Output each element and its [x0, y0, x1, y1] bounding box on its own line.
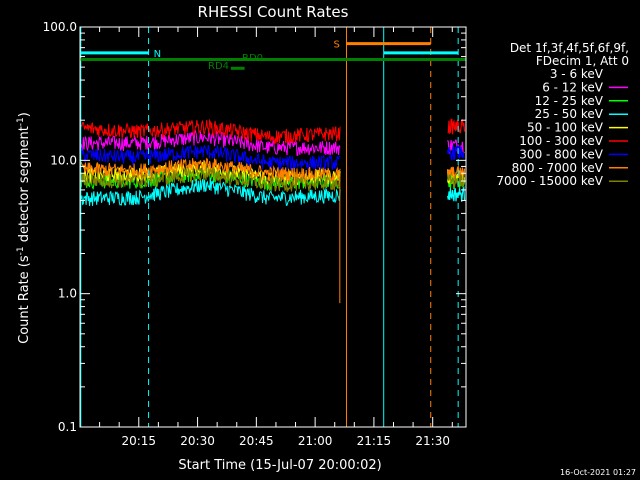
legend-label: 800 - 7000 keV — [512, 161, 604, 175]
legend-label: 25 - 50 keV — [535, 107, 604, 121]
y-tick-label: 1.0 — [58, 287, 77, 301]
series-line — [80, 157, 341, 183]
legend-label: 50 - 100 keV — [527, 121, 604, 135]
series-line-tail — [447, 174, 465, 189]
annotation-label-rd4: RD4 — [208, 61, 229, 72]
plot-frame — [79, 26, 467, 428]
legend-header-line-1: Det 1f,3f,4f,5f,6f,9f, — [510, 41, 629, 55]
legend-label: 3 - 6 keV — [550, 67, 604, 81]
series-300to800keV — [80, 144, 465, 171]
legend-label: 300 - 800 keV — [519, 147, 603, 161]
axis-ticks: 0.1 1.0 10.0 100.0 20:15 20:30 20:45 21:00 21:15… — [43, 20, 466, 448]
legend-label: 7000 - 15000 keV — [496, 174, 603, 188]
annotation-label-s: S — [333, 40, 339, 51]
x-tick-label: 21:00 — [298, 434, 333, 448]
legend: Det 1f,3f,4f,5f,6f,9f, FDecim 1, Att 0 3… — [496, 41, 629, 188]
annotation-bars: N S RD0 RD4 — [80, 40, 466, 72]
series-100to300keV — [80, 118, 466, 145]
legend-label: 100 - 300 keV — [519, 134, 603, 148]
series-line-tail — [447, 145, 465, 161]
series-line-tail — [447, 185, 466, 202]
series-line-tail — [447, 118, 466, 135]
plot-data-area — [80, 118, 466, 304]
y-axis-label: Count Rate (s-1 detector segment-1) — [16, 112, 32, 344]
x-tick-label: 20:45 — [239, 434, 274, 448]
x-axis-label: Start Time (15-Jul-07 20:00:02) — [178, 458, 381, 473]
series-7000to15000keV — [80, 166, 465, 193]
timestamp: 16-Oct-2021 01:27 — [560, 468, 636, 477]
vertical-markers — [80, 27, 459, 427]
series-line — [80, 118, 341, 145]
x-tick-label: 21:15 — [357, 434, 392, 448]
series-25to50keV — [80, 178, 466, 207]
legend-label: 6 - 12 keV — [542, 80, 604, 94]
y-tick-label: 10.0 — [50, 153, 77, 167]
series-line — [80, 178, 341, 207]
x-tick-label: 20:30 — [180, 434, 215, 448]
x-tick-label: 20:15 — [121, 434, 156, 448]
y-tick-label: 100.0 — [43, 20, 77, 34]
x-tick-label: 21:30 — [415, 434, 450, 448]
annotation-label-n: N — [154, 49, 161, 60]
series-line — [80, 144, 341, 171]
chart-title: RHESSI Count Rates — [198, 3, 349, 21]
legend-header-line-2: FDecim 1, Att 0 — [536, 54, 629, 68]
legend-label: 12 - 25 keV — [535, 94, 604, 108]
annotation-label-rd0: RD0 — [242, 53, 263, 64]
series-line — [80, 166, 341, 193]
y-tick-label: 0.1 — [58, 420, 77, 434]
series-line — [80, 129, 341, 156]
